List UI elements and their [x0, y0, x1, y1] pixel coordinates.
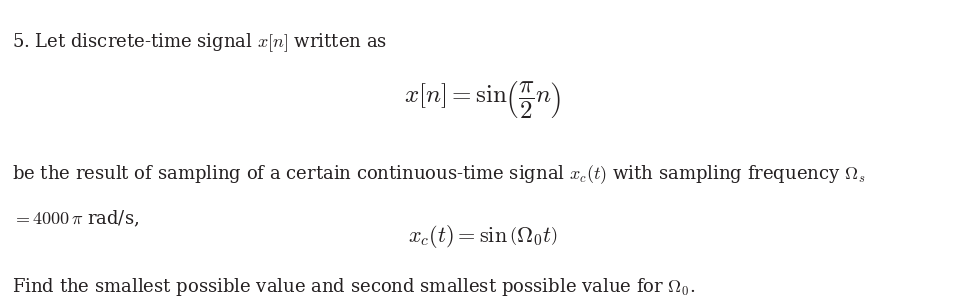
Text: $x_c(t) = \sin\left(\Omega_0 t\right)$: $x_c(t) = \sin\left(\Omega_0 t\right)$: [408, 224, 558, 250]
Text: be the result of sampling of a certain continuous-time signal $x_c(t)$ with samp: be the result of sampling of a certain c…: [12, 164, 865, 186]
Text: $x[n] = \sin\!\left(\dfrac{\pi}{2}n\right)$: $x[n] = \sin\!\left(\dfrac{\pi}{2}n\righ…: [405, 80, 561, 121]
Text: 5. Let discrete-time signal $x[n]$ written as: 5. Let discrete-time signal $x[n]$ writt…: [12, 32, 386, 54]
Text: Find the smallest possible value and second smallest possible value for $\Omega_: Find the smallest possible value and sec…: [12, 276, 695, 298]
Text: $= 4000\,\pi$ rad/s,: $= 4000\,\pi$ rad/s,: [12, 208, 139, 229]
